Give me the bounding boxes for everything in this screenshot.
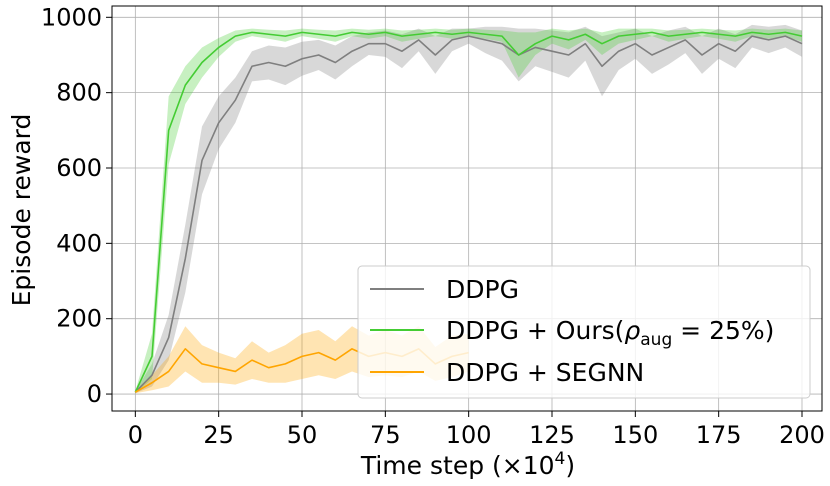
x-tick-label: 175: [696, 421, 742, 449]
x-tick-label: 150: [612, 421, 658, 449]
x-axis-label: Time step (×104): [360, 449, 575, 480]
y-axis-ticks: 0 200 400 600 800 1000: [41, 3, 112, 408]
y-axis-label: Episode reward: [7, 114, 36, 307]
legend-label-ours: DDPG + Ours(ρaug = 25%): [446, 316, 774, 350]
legend: DDPG DDPG + Ours(ρaug = 25%) DDPG + SEGN…: [357, 265, 811, 399]
y-tick-label: 200: [56, 305, 102, 333]
y-tick-label: 800: [56, 79, 102, 107]
plot-frame: [111, 5, 823, 412]
x-tick-label: 0: [128, 421, 143, 449]
x-tick-label: 125: [529, 421, 575, 449]
legend-box: [357, 265, 811, 399]
x-tick-label: 200: [779, 421, 825, 449]
band-series-1: [135, 28, 803, 394]
x-tick-label: 75: [370, 421, 401, 449]
x-axis-ticks: 0 25 50 75 100 125 150 175 200: [128, 411, 825, 449]
line-series-1: [134, 31, 803, 393]
x-axis-label-exponent: 4: [555, 449, 566, 469]
legend-label-ddpg: DDPG: [446, 275, 519, 304]
x-tick-label: 50: [287, 421, 318, 449]
line-series-0: [134, 35, 803, 393]
band-series-0: [135, 24, 803, 394]
legend-label-segnn: DDPG + SEGNN: [446, 358, 644, 387]
y-tick-label: 1000: [41, 3, 102, 31]
x-tick-label: 25: [203, 421, 234, 449]
y-tick-label: 600: [56, 154, 102, 182]
x-tick-label: 100: [446, 421, 492, 449]
y-tick-label: 0: [87, 380, 102, 408]
y-tick-label: 400: [56, 229, 102, 257]
